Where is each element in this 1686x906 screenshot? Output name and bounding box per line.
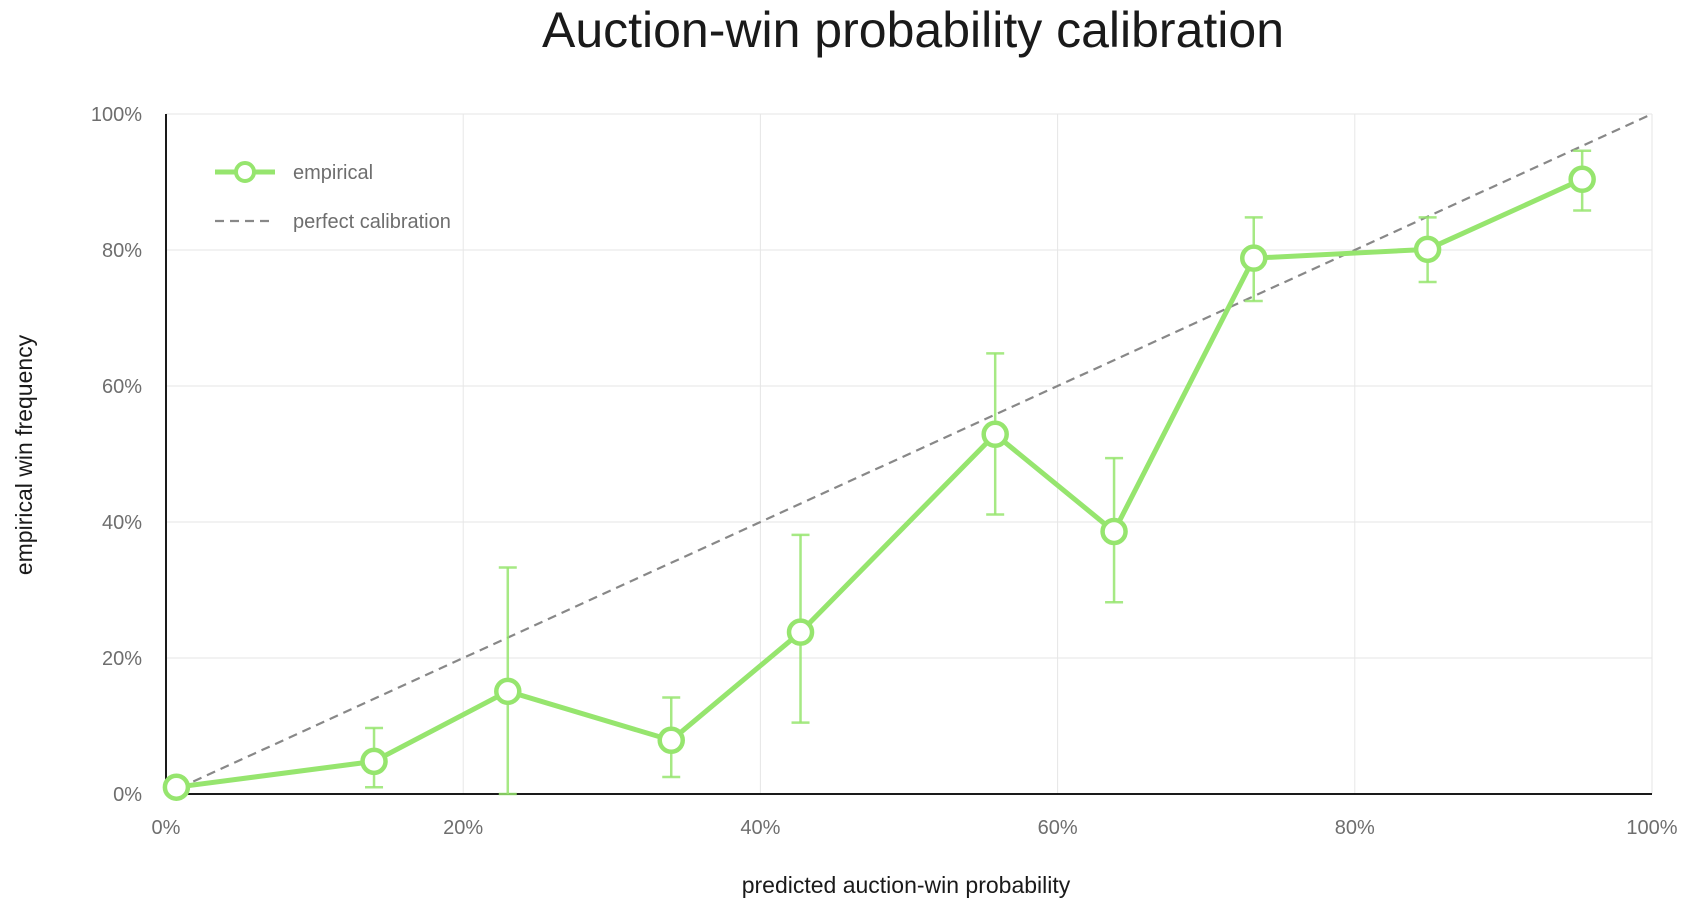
legend-empirical-marker bbox=[234, 161, 256, 183]
legend-perfect-calibration-label: perfect calibration bbox=[293, 211, 451, 233]
y-tick-label-3: 60% bbox=[102, 376, 142, 398]
y-tick-label-0: 0% bbox=[113, 784, 142, 806]
x-tick-label-5: 100% bbox=[1626, 817, 1677, 839]
legend-empirical-label: empirical bbox=[293, 162, 373, 184]
perfect-calibration-series bbox=[165, 112, 1653, 796]
empirical-point-4 bbox=[786, 618, 815, 646]
perfect-calibration-line bbox=[165, 112, 1653, 796]
x-tick-label-4: 80% bbox=[1335, 817, 1375, 839]
x-tick-label-1: 20% bbox=[443, 817, 483, 839]
empirical-point-1 bbox=[360, 747, 388, 776]
x-tick-label-3: 60% bbox=[1038, 817, 1078, 839]
empirical-point-9 bbox=[1568, 165, 1596, 194]
y-tick-label-2: 40% bbox=[102, 512, 142, 534]
empirical-point-7 bbox=[1240, 244, 1268, 272]
empirical-series bbox=[162, 165, 1596, 801]
y-tick-label-5: 100% bbox=[91, 104, 142, 126]
empirical-point-0 bbox=[162, 773, 191, 801]
y-tick-label-1: 20% bbox=[102, 648, 142, 670]
legend: empirical perfect calibration bbox=[215, 161, 451, 233]
empirical-point-6 bbox=[1100, 517, 1128, 546]
empirical-point-2 bbox=[494, 677, 522, 706]
empirical-line bbox=[176, 177, 1584, 790]
empirical-point-8 bbox=[1413, 235, 1442, 264]
y-axis-label: empirical win frequency bbox=[11, 334, 37, 575]
error-bars bbox=[167, 149, 1592, 796]
axes bbox=[165, 114, 1652, 795]
y-tick-label-4: 80% bbox=[102, 240, 142, 262]
empirical-point-5 bbox=[981, 420, 1009, 449]
tick-labels: 0% 20% 40% 60% 80% 100% 0% 20% 40% 60% 80% 100% bbox=[91, 104, 1678, 839]
chart-title: Auction-win probability calibration bbox=[542, 2, 1284, 58]
x-axis-label: predicted auction-win probability bbox=[742, 872, 1071, 898]
x-tick-label-0: 0% bbox=[152, 817, 181, 839]
x-tick-label-2: 40% bbox=[740, 817, 780, 839]
empirical-point-3 bbox=[657, 726, 685, 755]
